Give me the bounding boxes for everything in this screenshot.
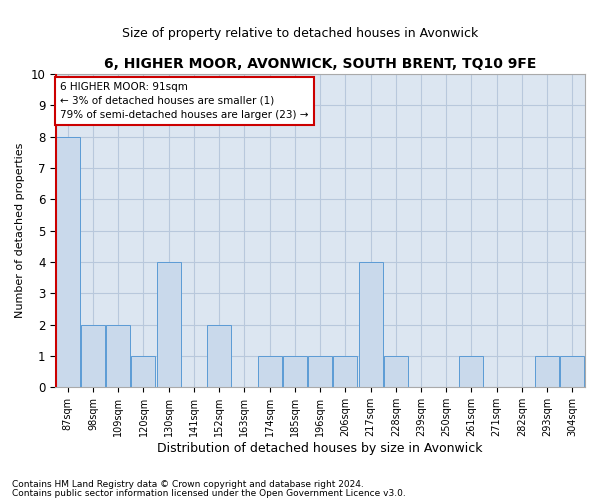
Bar — [359, 262, 383, 388]
Text: Contains HM Land Registry data © Crown copyright and database right 2024.: Contains HM Land Registry data © Crown c… — [12, 480, 364, 489]
Bar — [56, 136, 80, 388]
Bar — [207, 324, 231, 388]
Bar — [106, 324, 130, 388]
Bar — [283, 356, 307, 388]
Bar — [308, 356, 332, 388]
Bar — [560, 356, 584, 388]
Bar — [535, 356, 559, 388]
Bar — [81, 324, 105, 388]
Bar — [157, 262, 181, 388]
Y-axis label: Number of detached properties: Number of detached properties — [15, 143, 25, 318]
Bar — [257, 356, 281, 388]
Bar — [334, 356, 357, 388]
Bar — [384, 356, 408, 388]
Text: Size of property relative to detached houses in Avonwick: Size of property relative to detached ho… — [122, 28, 478, 40]
Title: 6, HIGHER MOOR, AVONWICK, SOUTH BRENT, TQ10 9FE: 6, HIGHER MOOR, AVONWICK, SOUTH BRENT, T… — [104, 58, 536, 71]
Bar — [460, 356, 484, 388]
Text: 6 HIGHER MOOR: 91sqm
← 3% of detached houses are smaller (1)
79% of semi-detache: 6 HIGHER MOOR: 91sqm ← 3% of detached ho… — [61, 82, 309, 120]
Text: Contains public sector information licensed under the Open Government Licence v3: Contains public sector information licen… — [12, 488, 406, 498]
X-axis label: Distribution of detached houses by size in Avonwick: Distribution of detached houses by size … — [157, 442, 483, 455]
Bar — [131, 356, 155, 388]
